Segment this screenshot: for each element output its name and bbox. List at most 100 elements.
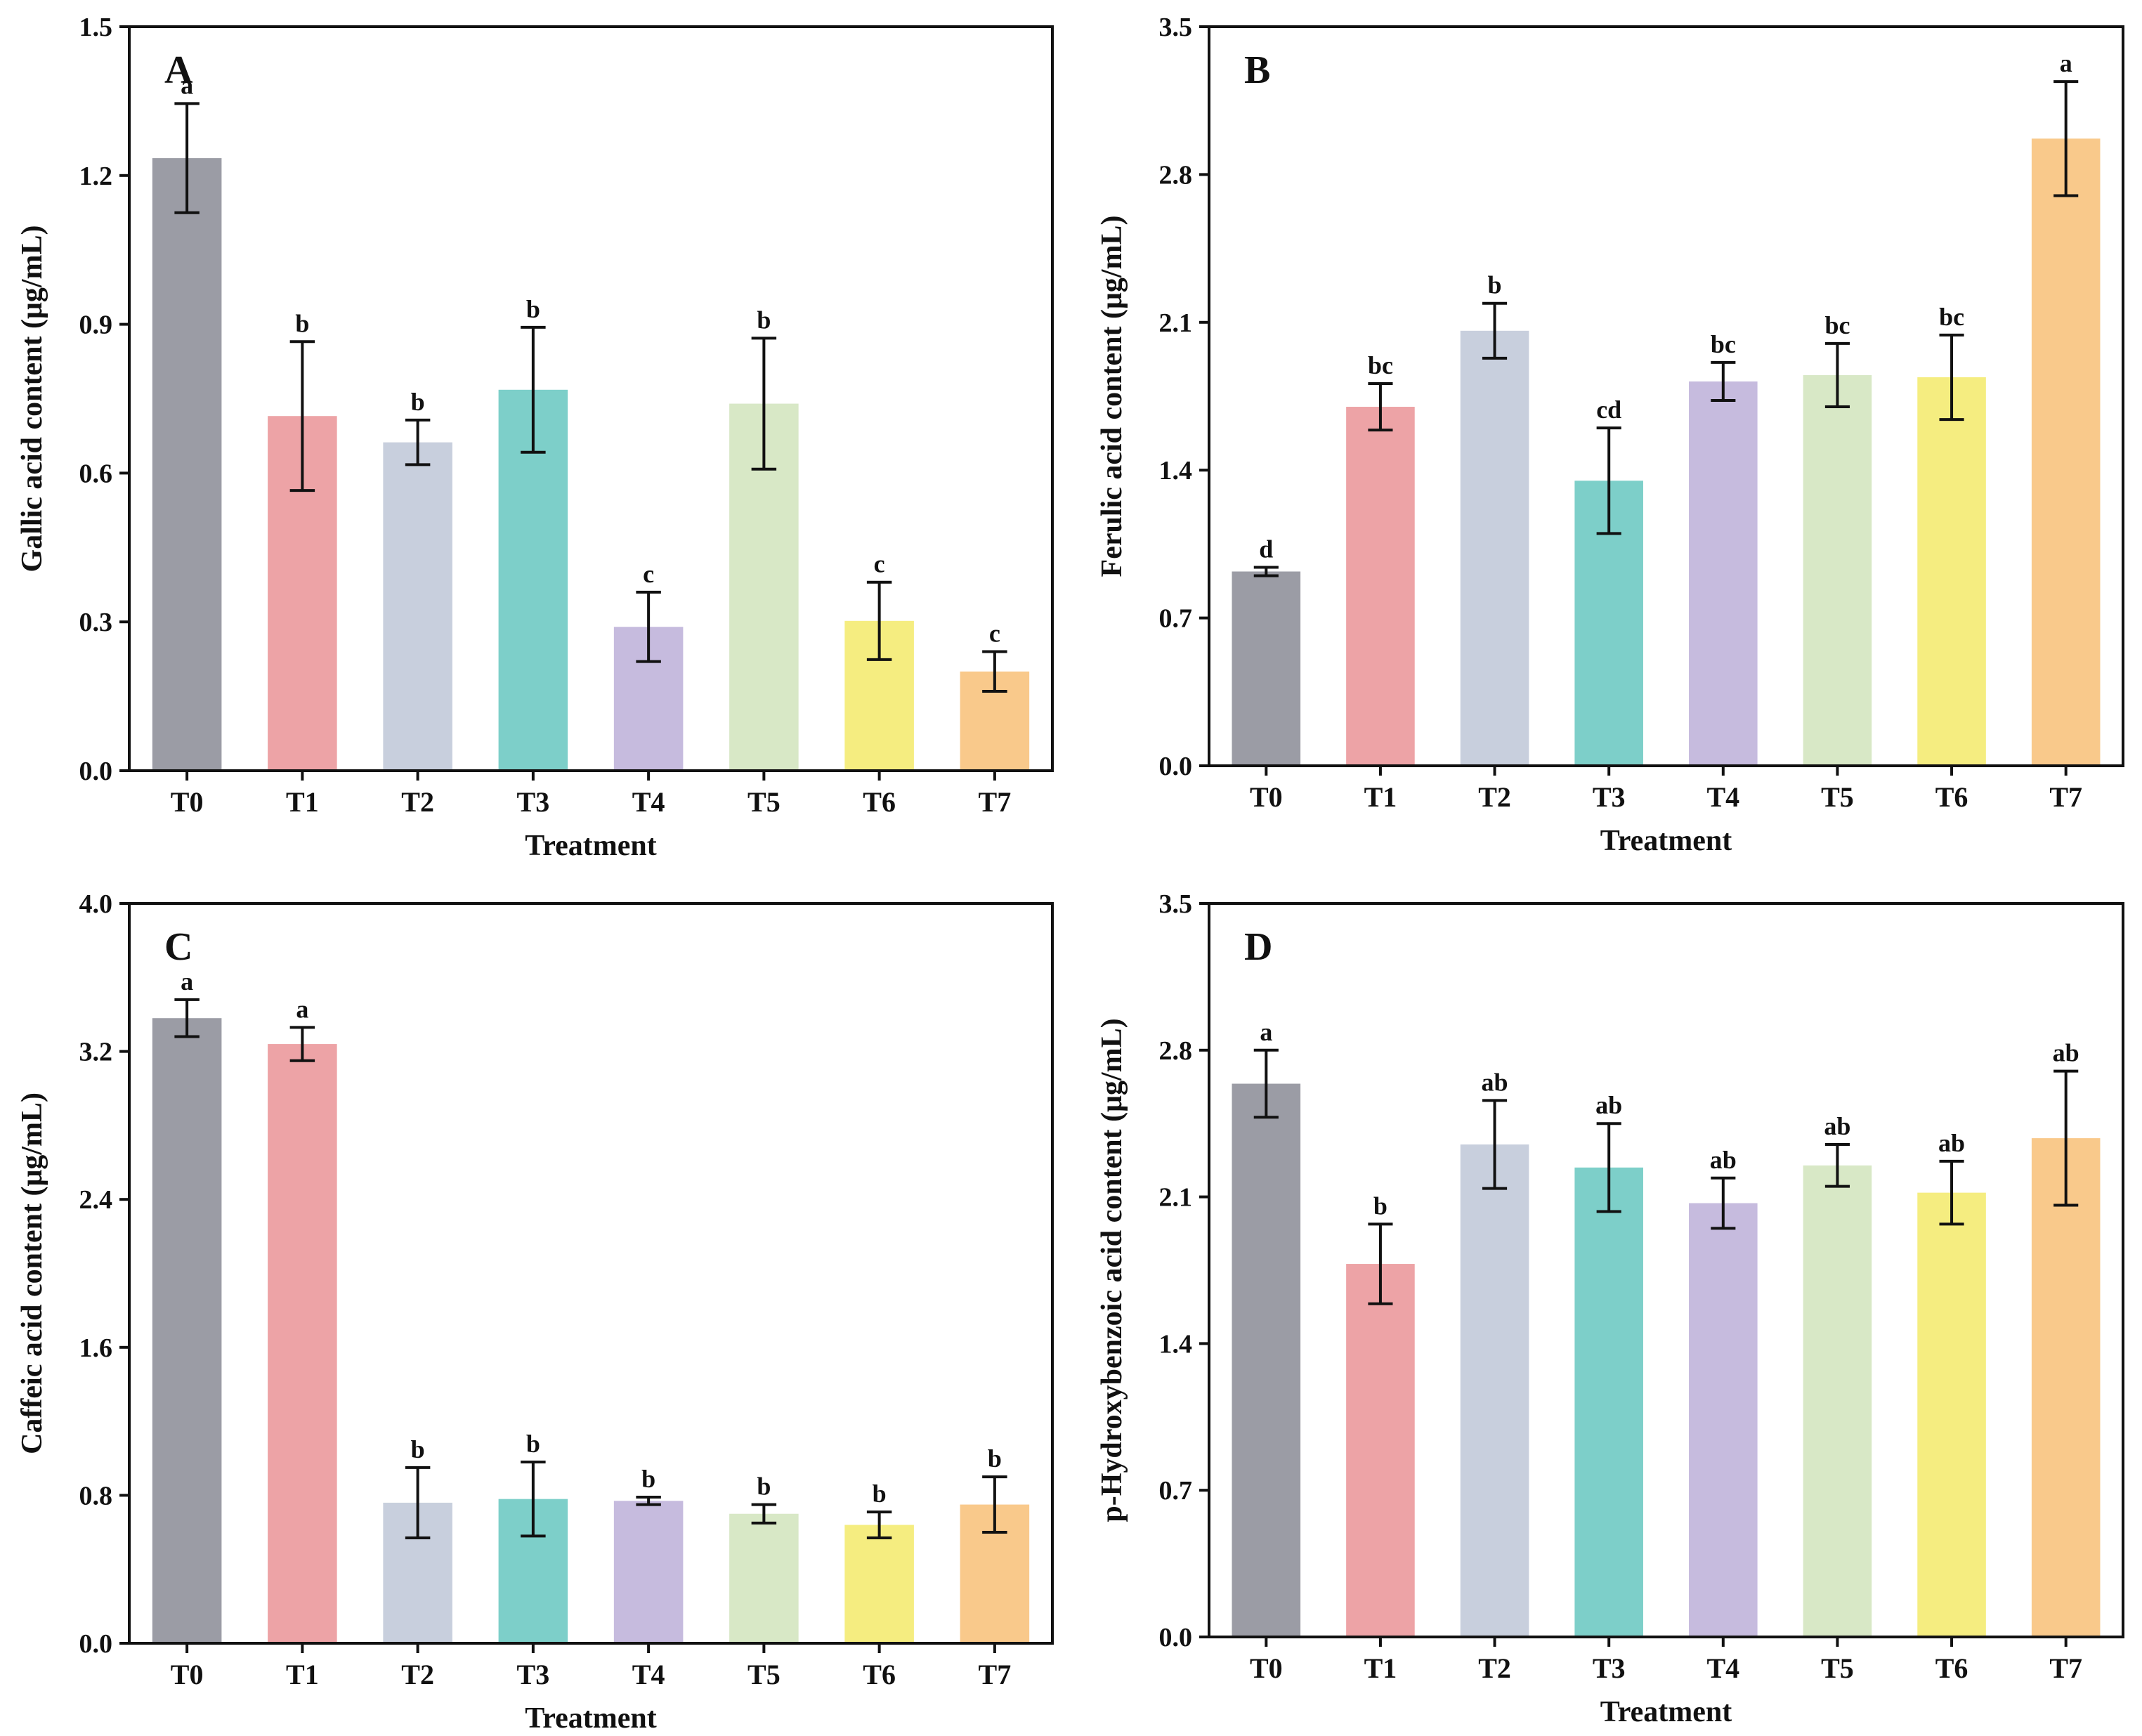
panel-letter: C	[164, 925, 192, 969]
x-tick-label: T1	[286, 786, 319, 818]
y-tick-label: 1.4	[1159, 1329, 1193, 1359]
x-tick-label: T6	[863, 1659, 896, 1690]
y-tick-label: 0.9	[79, 311, 113, 340]
significance-label: b	[526, 295, 540, 323]
bar-t6	[1917, 377, 1986, 766]
significance-label: c	[874, 550, 885, 578]
x-tick-label: T5	[747, 1659, 781, 1690]
y-tick-label: 1.5	[79, 13, 113, 42]
x-tick-label: T7	[979, 786, 1012, 818]
significance-label: b	[873, 1480, 887, 1508]
significance-label: b	[988, 1444, 1002, 1473]
bar-t6	[1917, 1192, 1986, 1637]
significance-label: b	[295, 309, 309, 337]
significance-label: a	[2060, 49, 2072, 77]
x-axis-title: Treatment	[1600, 1696, 1732, 1728]
significance-label: ab	[1710, 1146, 1737, 1174]
bar-t1	[1346, 407, 1415, 766]
x-axis-title: Treatment	[1600, 825, 1732, 857]
bar-t1	[268, 1044, 337, 1643]
significance-label: d	[1259, 535, 1273, 563]
y-tick-label: 3.2	[79, 1038, 113, 1067]
x-tick-label: T7	[2049, 781, 2082, 813]
significance-label: ab	[1482, 1068, 1508, 1096]
significance-label: ab	[1938, 1129, 1965, 1157]
y-tick-label: 2.1	[1159, 308, 1193, 338]
y-tick-label: 1.6	[79, 1333, 113, 1363]
significance-label: a	[1260, 1018, 1272, 1046]
significance-label: c	[989, 620, 1000, 648]
x-tick-label: T0	[1250, 781, 1283, 813]
x-axis-title: Treatment	[525, 1702, 656, 1735]
bar-t5	[1803, 374, 1872, 766]
chart-panel-d: a T0 b T1 ab T2 ab T3 ab T4 ab T5 ab T6 ab T7 0.0 0.7 1.4 2…	[1096, 889, 2124, 1728]
significance-label: b	[1488, 271, 1502, 299]
significance-label: ab	[2053, 1039, 2079, 1067]
bar-t2	[1460, 330, 1529, 766]
y-tick-label: 0.0	[79, 1629, 113, 1659]
significance-label: a	[296, 995, 308, 1023]
x-tick-label: T2	[1478, 1652, 1511, 1684]
x-tick-label: T6	[1935, 781, 1968, 813]
significance-label: b	[411, 1435, 425, 1463]
panel-letter: B	[1244, 48, 1270, 92]
y-tick-label: 1.2	[79, 162, 113, 191]
bar-t4	[1689, 381, 1758, 766]
plot-frame	[1208, 902, 2124, 1638]
significance-label: bc	[1824, 311, 1850, 339]
x-tick-label: T2	[401, 786, 434, 818]
x-tick-label: T6	[1935, 1652, 1968, 1684]
panel-letter: D	[1244, 925, 1272, 969]
y-tick-label: 1.4	[1159, 456, 1193, 485]
y-tick-label: 2.1	[1159, 1183, 1193, 1213]
panel-letter: A	[164, 48, 193, 92]
y-tick-label: 0.0	[1159, 752, 1193, 781]
significance-label: b	[641, 1465, 655, 1493]
x-tick-label: T1	[1364, 1652, 1397, 1684]
bar-t5	[1803, 1165, 1872, 1637]
bar-t7	[2031, 1138, 2101, 1637]
bar-t7	[2031, 138, 2101, 766]
y-tick-label: 0.0	[1159, 1623, 1193, 1652]
y-tick-label: 0.7	[1159, 1476, 1193, 1506]
y-tick-label: 2.4	[79, 1185, 113, 1215]
significance-label: bc	[1711, 330, 1736, 358]
y-axis-title: Gallic acid content (μg/mL)	[16, 226, 48, 573]
x-tick-label: T4	[632, 1659, 665, 1690]
x-tick-label: T5	[1821, 1652, 1854, 1684]
x-tick-label: T2	[1478, 781, 1511, 813]
y-axis-title: Ferulic acid content (μg/mL)	[1096, 216, 1128, 577]
significance-label: bc	[1368, 351, 1393, 379]
x-tick-label: T3	[1593, 781, 1626, 813]
x-tick-label: T7	[979, 1659, 1012, 1690]
significance-label: b	[757, 1473, 771, 1501]
significance-label: a	[181, 71, 193, 99]
y-axis-title: p-Hydroxybenzoic acid content (μg/mL)	[1096, 1018, 1128, 1522]
y-tick-label: 0.0	[79, 757, 113, 786]
bar-t2	[383, 442, 452, 771]
x-tick-label: T3	[517, 786, 550, 818]
significance-label: bc	[1939, 303, 1964, 331]
x-tick-label: T3	[517, 1659, 550, 1690]
bar-t0	[152, 158, 222, 771]
significance-label: b	[411, 388, 425, 416]
significance-label: b	[757, 306, 771, 334]
x-tick-label: T6	[863, 786, 896, 818]
chart-panel-c: a T0 a T1 b T2 b T3 b T4 b T5 b T6 b T7 0.0 0.8 1.6 2.4 3.2 4…	[16, 889, 1054, 1735]
x-tick-label: T3	[1593, 1652, 1626, 1684]
x-tick-label: T4	[632, 786, 665, 818]
x-tick-label: T7	[2049, 1652, 2082, 1684]
x-axis-title: Treatment	[525, 830, 656, 862]
y-tick-label: 3.5	[1159, 13, 1193, 42]
plot-frame	[1208, 25, 2124, 767]
y-tick-label: 3.5	[1159, 889, 1193, 919]
bar-t0	[152, 1018, 222, 1643]
y-tick-label: 0.3	[79, 608, 113, 637]
bar-t6	[844, 1525, 914, 1643]
x-tick-label: T2	[401, 1659, 434, 1690]
significance-label: ab	[1824, 1112, 1850, 1140]
plot-frame	[128, 25, 1054, 772]
y-tick-label: 2.8	[1159, 1036, 1193, 1066]
chart-panel-a: a T0 b T1 b T2 b T3 c T4 b T5 c T6 c T7 0.0 0.3 0.6 0.9 1.2 1…	[16, 13, 1054, 862]
x-tick-label: T0	[1250, 1652, 1283, 1684]
